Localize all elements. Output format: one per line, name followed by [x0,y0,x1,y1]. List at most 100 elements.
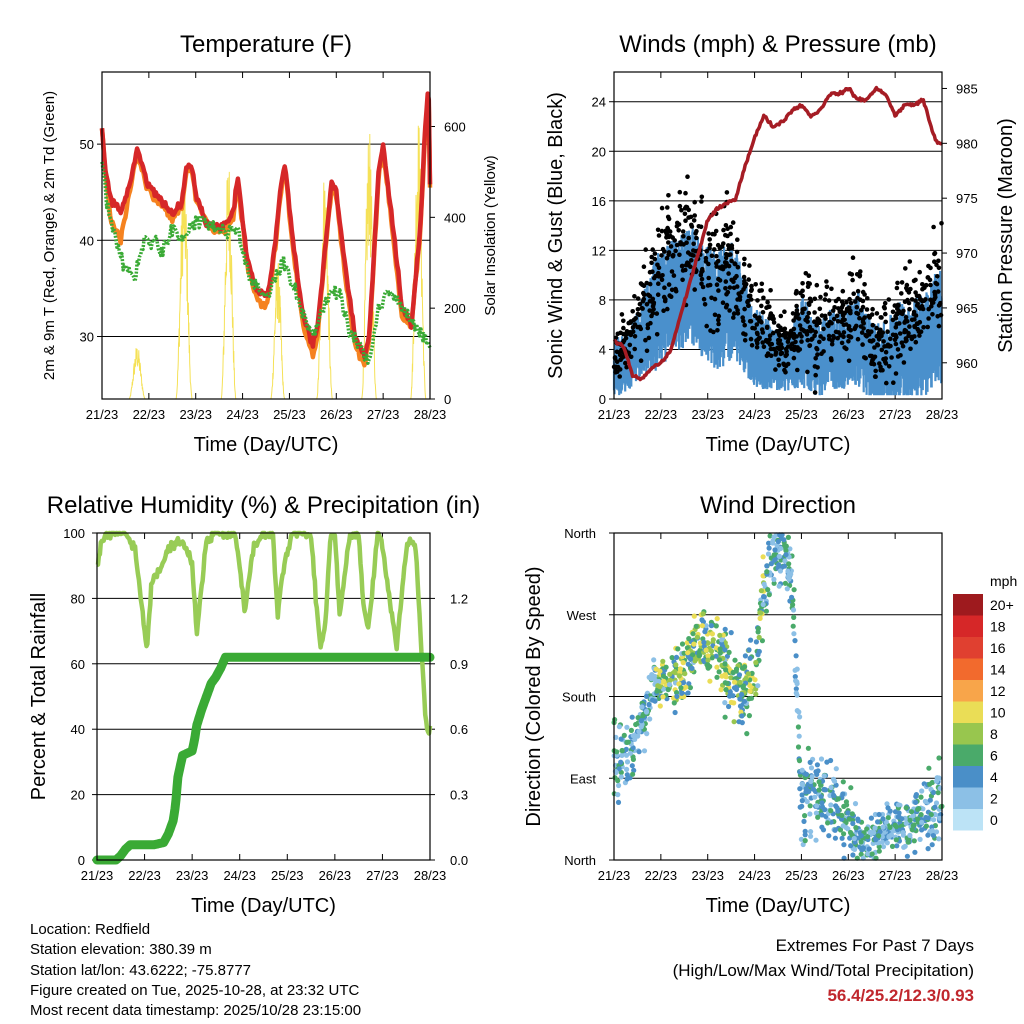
gust-point [623,360,628,366]
y-tick-label: 0 [599,392,606,407]
gust-point [860,289,866,295]
direction-point [905,836,912,843]
extremes-values: 56.4/25.2/12.3/0.93 [827,986,974,1005]
gust-point [893,341,899,347]
gust-point [621,331,626,337]
gust-point [860,319,866,325]
direction-point [630,733,636,739]
direction-point [619,752,625,759]
gust-point [646,335,652,341]
x-tick-label: 21/23 [598,868,631,883]
gust-point [637,301,643,307]
direction-point [740,683,747,689]
x-tick-label: 25/23 [785,868,818,883]
direction-point [660,658,666,664]
direction-point [713,623,719,629]
direction-point [904,853,911,859]
gust-point [714,264,719,269]
gust-point [679,264,685,269]
y-tick-label: 20 [592,144,606,159]
direction-point [782,558,788,564]
colorbar-label: 20+ [990,597,1014,613]
colorbar-swatch [953,809,983,831]
direction-point [814,762,821,768]
direction-point [776,553,783,560]
direction-point [691,613,697,619]
direction-point [911,838,917,844]
gust-point [902,299,908,305]
direction-point [753,691,759,697]
gust-point [835,335,840,341]
gust-point [903,336,909,341]
direction-point [901,844,907,850]
direction-point [875,819,881,825]
gust-point [662,285,667,291]
direction-point [919,819,925,825]
direction-point [676,673,682,679]
gust-point [930,312,935,317]
gust-point [903,266,908,271]
gust-point [837,309,843,315]
gust-point [776,357,781,363]
direction-point [771,534,777,540]
direction-point [849,811,855,817]
gust-point [858,269,863,274]
colorbar-swatch [953,787,983,809]
direction-point [818,756,825,762]
direction-point [792,638,798,644]
direction-point [723,687,729,693]
gust-point [684,240,689,245]
direction-point [748,695,755,701]
direction-point [789,594,795,600]
gust-point [839,340,845,346]
gust-point [747,263,752,268]
gust-point [909,317,915,323]
x-tick-label: 27/23 [879,407,912,422]
gust-point [647,281,653,287]
gust-point [857,315,862,321]
gust-point [854,304,860,310]
gust-point [670,252,676,258]
direction-point [663,664,669,670]
gust-point [779,350,785,356]
direction-point [785,534,792,541]
gust-point [706,275,711,281]
station-latlon: Station lat/lon: 43.6222; -75.8777 [30,961,252,979]
gust-point [669,269,675,274]
gust-point [883,319,888,325]
gust-point [783,370,788,375]
gust-point [731,311,737,316]
direction-point [915,806,921,812]
gust-point [677,189,683,195]
gust-point [784,349,789,354]
gust-point [629,319,634,324]
gust-point [654,332,660,337]
colorbar-swatch [953,615,983,637]
gust-point [897,331,903,336]
direction-point [655,683,661,689]
gust-point [635,311,641,317]
gust-point [870,322,876,328]
direction-point [876,811,882,818]
direction-point [908,809,915,815]
gust-point [847,296,852,302]
gust-point [748,288,754,294]
gust-point [712,247,717,252]
direction-point [802,813,808,819]
gust-point [672,238,677,243]
gust-point [824,279,829,284]
gust-point [886,297,892,302]
gust-point [809,337,814,342]
direction-point [776,583,782,589]
x-tick-label: 28/23 [414,868,447,883]
direction-point [615,778,621,784]
direction-point [731,679,738,685]
direction-point [786,576,792,582]
gust-point [678,241,683,247]
gust-point [936,258,941,264]
gust-point [613,335,619,341]
direction-point [839,816,845,822]
direction-point [703,623,709,629]
gust-point [764,353,770,359]
direction-point [784,586,790,592]
